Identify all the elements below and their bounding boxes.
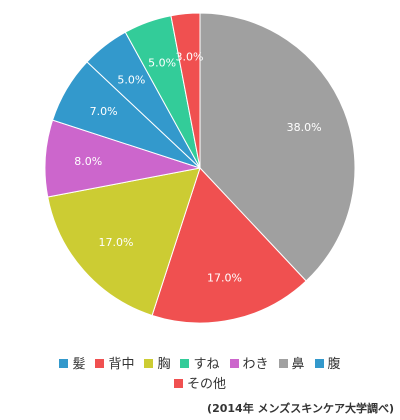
legend-swatch [180, 359, 190, 368]
legend-label: すね [193, 357, 220, 372]
slice-label-2: 17.0% [99, 236, 134, 249]
legend-item-2: 胸 [144, 355, 170, 375]
legend-label: 腹 [327, 357, 341, 372]
legend-item-0: 髪 [59, 355, 85, 375]
source-note: (2014年 メンズスキンケア大学調べ) [207, 402, 394, 415]
legend-swatch [173, 379, 183, 388]
legend-item-1: 背中 [95, 355, 134, 375]
legend-swatch [144, 359, 154, 368]
legend-swatch [59, 359, 69, 368]
legend-item-6: 腹 [314, 355, 341, 375]
slice-label-3: 8.0% [74, 155, 102, 168]
legend-label: わき [242, 357, 269, 372]
legend-item-7: その他 [173, 375, 226, 395]
pie-slice-7 [170, 12, 201, 169]
legend-item-3: すね [180, 355, 220, 375]
legend-label: 胸 [157, 357, 171, 372]
legend-label: 背中 [108, 357, 135, 372]
pie-slice-1 [151, 167, 307, 324]
legend-item-4: わき [229, 355, 269, 375]
slice-label-5: 5.0% [117, 74, 145, 87]
slice-label-0: 38.0% [287, 121, 322, 134]
pie-slice-0 [199, 12, 356, 282]
pie-chart: 38.0%17.0%17.0%8.0%7.0%5.0%5.0% 3.0% [44, 12, 356, 324]
legend-swatch [314, 359, 324, 368]
legend-label: その他 [186, 377, 226, 392]
slice-label-6: 5.0% [148, 57, 176, 70]
legend-item-5: 鼻 [278, 355, 305, 375]
legend-swatch [229, 359, 239, 368]
chart-legend: 髪 背中 胸 すね わき 鼻 腹その他 [0, 355, 400, 395]
legend-swatch [95, 359, 105, 368]
legend-swatch [278, 359, 288, 368]
legend-label: 鼻 [291, 357, 305, 372]
slice-label-7: 3.0% [175, 50, 203, 63]
slice-label-4: 7.0% [90, 105, 118, 118]
pie-slice-2 [47, 167, 201, 317]
legend-label: 髪 [72, 357, 86, 372]
slice-label-1: 17.0% [207, 271, 242, 284]
